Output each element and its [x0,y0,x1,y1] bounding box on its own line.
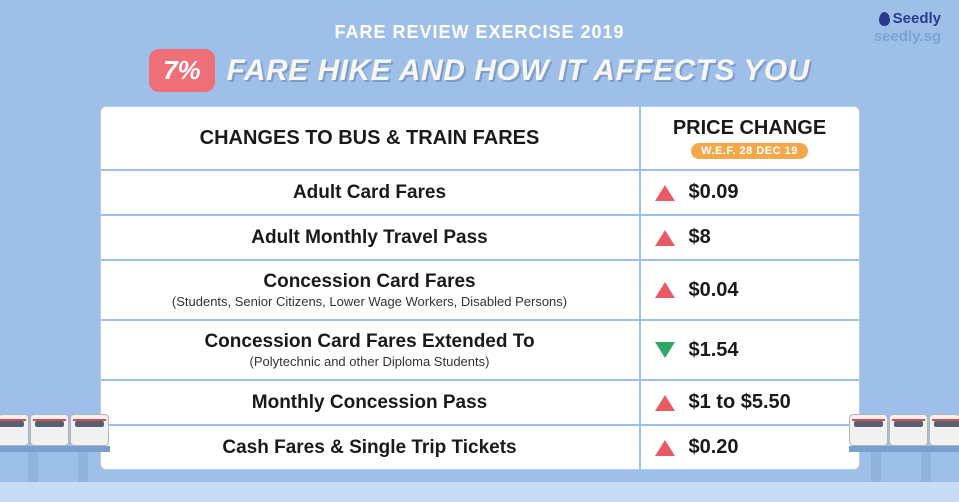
row-amount: $8 [689,226,711,249]
row-right: $1 to $5.50 [641,381,859,424]
arrow-up-icon [655,185,675,201]
row-right: $1.54 [641,321,859,379]
overline: FARE REVIEW EXERCISE 2019 [0,22,959,43]
row-right: $0.20 [641,426,859,469]
brand-name-row: Seedly [874,10,941,28]
table-row: Adult Card Fares $0.09 [101,171,859,216]
row-left: Concession Card Fares Extended To (Polyt… [101,321,641,379]
table-row: Cash Fares & Single Trip Tickets $0.20 [101,426,859,469]
train-car [929,414,959,446]
fare-table: CHANGES TO BUS & TRAIN FARES PRICE CHANG… [100,106,860,470]
table-row: Concession Card Fares (Students, Senior … [101,261,859,321]
row-right: $0.09 [641,171,859,214]
percent-badge: 7% [149,49,215,92]
row-left: Adult Card Fares [101,171,641,214]
train-icon [0,414,110,446]
brand-name: Seedly [893,10,941,28]
brand-site: seedly.sg [874,28,941,46]
row-title: Adult Card Fares [117,182,623,204]
row-title: Concession Card Fares Extended To [117,331,623,353]
arrow-up-icon [655,282,675,298]
train-car [0,414,29,446]
header-right: PRICE CHANGE W.E.F. 28 DEC 19 [641,107,859,169]
row-left: Concession Card Fares (Students, Senior … [101,261,641,319]
title-text: FARE HIKE AND HOW IT AFFECTS YOU [227,54,810,88]
train-car [889,414,928,446]
header: FARE REVIEW EXERCISE 2019 7% FARE HIKE A… [0,0,959,92]
arrow-up-icon [655,230,675,246]
train-icon [849,414,959,446]
row-amount: $0.09 [689,181,739,204]
train-car [30,414,69,446]
row-title: Adult Monthly Travel Pass [117,227,623,249]
row-sub: (Students, Senior Citizens, Lower Wage W… [117,294,623,309]
row-right: $0.04 [641,261,859,319]
row-sub: (Polytechnic and other Diploma Students) [117,354,623,369]
train-car [849,414,888,446]
row-amount: $1 to $5.50 [689,391,791,414]
title-row: 7% FARE HIKE AND HOW IT AFFECTS YOU [0,49,959,92]
arrow-up-icon [655,440,675,456]
droplet-icon [879,12,890,26]
row-right: $8 [641,216,859,259]
row-amount: $0.20 [689,436,739,459]
row-title: Concession Card Fares [117,271,623,293]
table-row: Monthly Concession Pass $1 to $5.50 [101,381,859,426]
row-amount: $1.54 [689,339,739,362]
row-left: Adult Monthly Travel Pass [101,216,641,259]
pillar-deco [28,452,38,482]
brand-block: Seedly seedly.sg [874,10,941,46]
train-car [70,414,109,446]
table-row: Adult Monthly Travel Pass $8 [101,216,859,261]
wef-badge: W.E.F. 28 DEC 19 [691,143,808,159]
track-deco [0,446,110,452]
row-amount: $0.04 [689,279,739,302]
arrow-up-icon [655,395,675,411]
table-row: Concession Card Fares Extended To (Polyt… [101,321,859,381]
pillar-deco [921,452,931,482]
ground-deco [0,482,959,502]
row-left: Monthly Concession Pass [101,381,641,424]
table-header-row: CHANGES TO BUS & TRAIN FARES PRICE CHANG… [101,107,859,171]
header-right-label: PRICE CHANGE [673,117,826,140]
arrow-down-icon [655,342,675,358]
header-left: CHANGES TO BUS & TRAIN FARES [101,107,641,169]
row-title: Monthly Concession Pass [117,392,623,414]
row-title: Cash Fares & Single Trip Tickets [117,437,623,459]
pillar-deco [78,452,88,482]
row-left: Cash Fares & Single Trip Tickets [101,426,641,469]
track-deco [849,446,959,452]
pillar-deco [871,452,881,482]
